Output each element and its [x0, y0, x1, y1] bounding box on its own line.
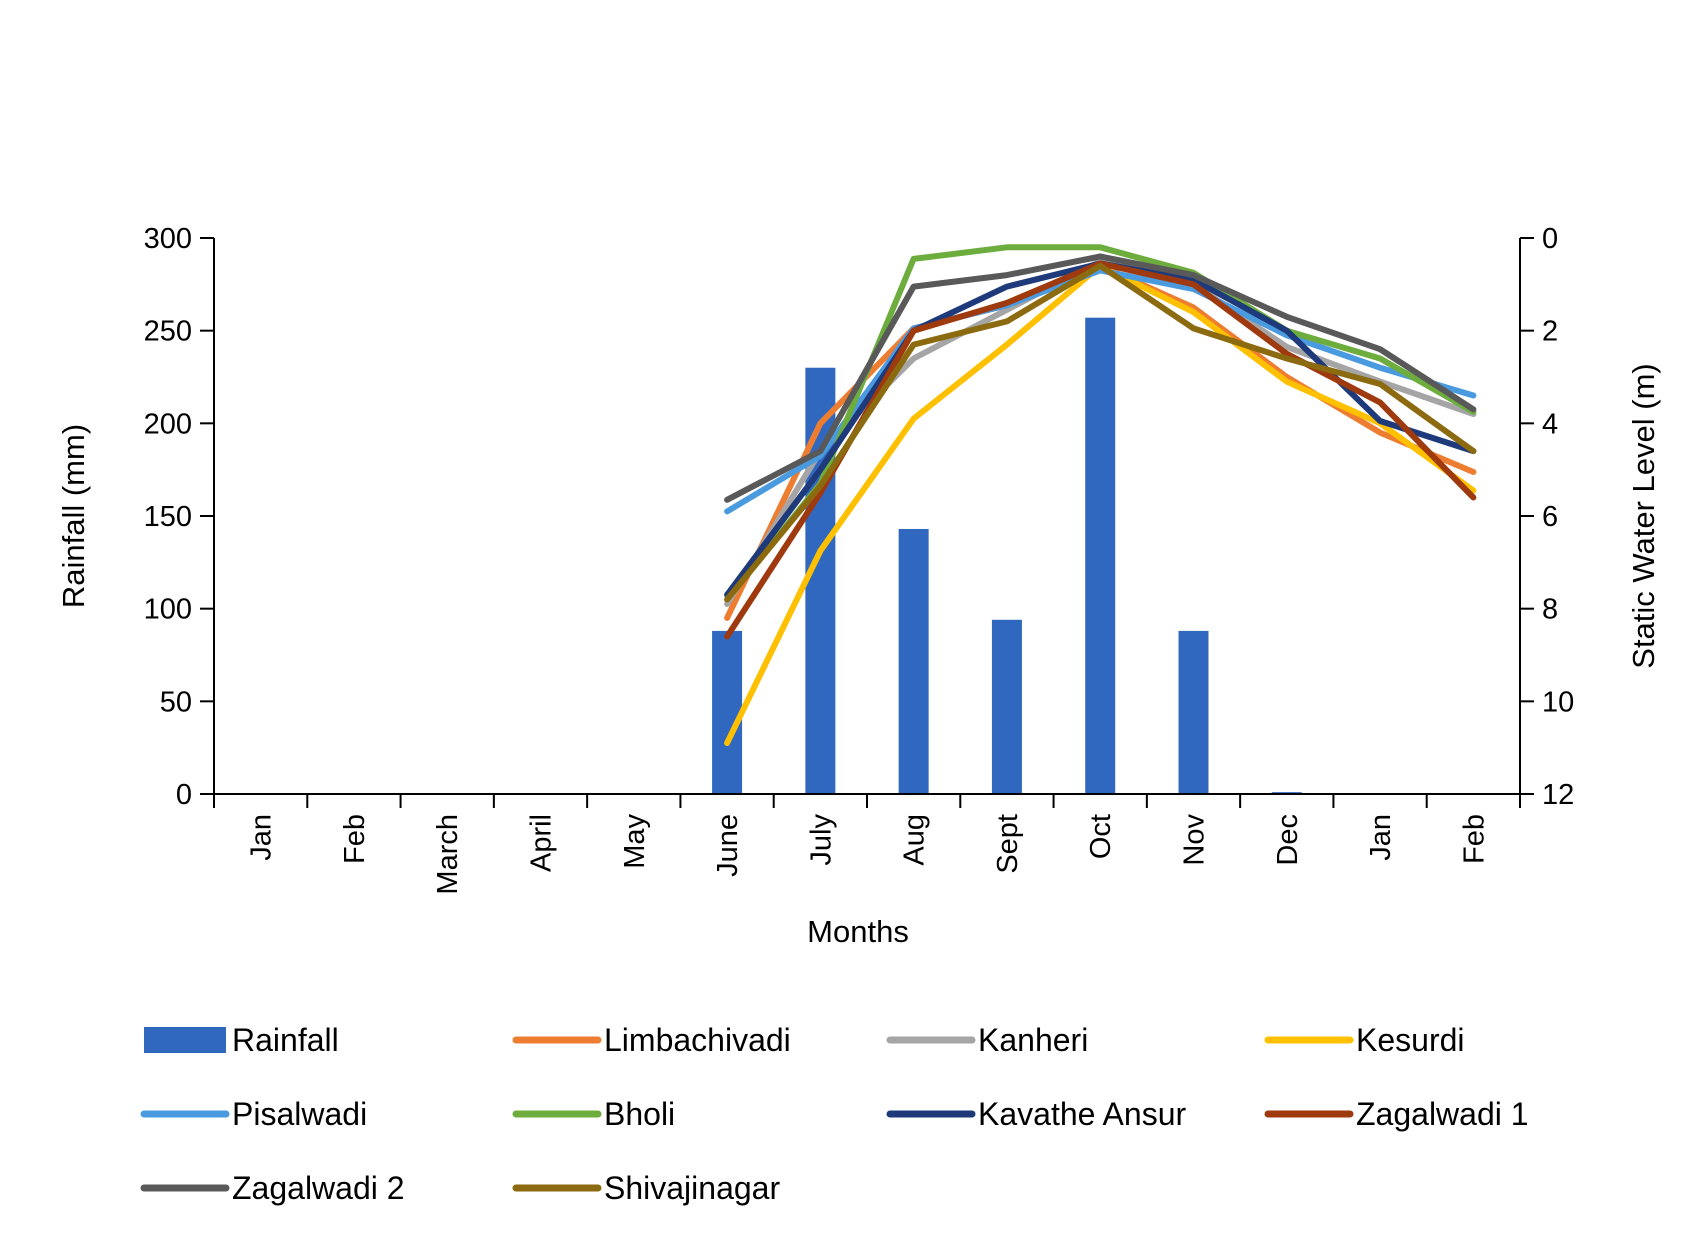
x-tick-label: Feb — [1458, 814, 1490, 864]
legend-swatch-bar — [144, 1027, 226, 1053]
x-tick-label: Aug — [899, 814, 931, 866]
rainfall-bar-aug-7 — [898, 528, 929, 794]
legend-label: Zagalwadi 2 — [232, 1170, 405, 1206]
right-axis-ticks: 0 2 4 6 8 10 12 — [1520, 223, 1574, 811]
legend-label: Zagalwadi 1 — [1356, 1096, 1529, 1132]
x-tick-label: June — [712, 814, 744, 877]
water-level-lines — [724, 244, 1477, 746]
left-tick-label: 50 — [160, 686, 192, 718]
legend-item-bholi: Bholi — [512, 1096, 675, 1132]
legend-item-rainfall: Rainfall — [144, 1022, 339, 1058]
legend-label: Bholi — [604, 1096, 675, 1132]
left-axis-ticks: 0 50 100 150 200 250 300 — [144, 223, 214, 811]
rainfall-bar-nov-10 — [1178, 630, 1209, 794]
legend-item-zagalwadi-2: Zagalwadi 2 — [140, 1170, 405, 1206]
right-tick-label: 10 — [1542, 686, 1574, 718]
rainfall-bar-sept-8 — [991, 619, 1022, 794]
x-tick-label: Dec — [1272, 814, 1304, 866]
right-tick-label: 6 — [1542, 501, 1558, 533]
legend-label: Kavathe Ansur — [978, 1096, 1186, 1132]
right-tick-label: 2 — [1542, 316, 1558, 348]
legend: Rainfall Limbachivadi Kanheri Kesurdi Pisalw… — [140, 1022, 1529, 1206]
left-tick-label: 100 — [144, 594, 192, 626]
x-tick-label: Jan — [1365, 814, 1397, 861]
legend-item-zagalwadi-1: Zagalwadi 1 — [1264, 1096, 1529, 1132]
left-tick-label: 0 — [176, 779, 192, 811]
x-axis-title: Months — [807, 914, 909, 949]
x-tick-label: Feb — [339, 814, 371, 864]
right-tick-label: 12 — [1542, 779, 1574, 811]
legend-item-pisalwadi: Pisalwadi — [140, 1096, 367, 1132]
left-tick-label: 300 — [144, 223, 192, 255]
right-tick-label: 0 — [1542, 223, 1558, 255]
right-tick-label: 8 — [1542, 594, 1558, 626]
legend-label: Shivajinagar — [604, 1170, 780, 1206]
y-axis-left-title: Rainfall (mm) — [56, 424, 91, 608]
right-tick-label: 4 — [1542, 408, 1558, 440]
line-zagalwadi-2 — [724, 253, 1477, 503]
left-tick-label: 200 — [144, 408, 192, 440]
legend-label: Kesurdi — [1356, 1022, 1465, 1058]
left-tick-label: 250 — [144, 316, 192, 348]
legend-item-kesurdi: Kesurdi — [1264, 1022, 1465, 1058]
x-tick-label: July — [805, 814, 837, 866]
line-bholi — [724, 244, 1477, 603]
line-shivajinagar — [724, 262, 1477, 603]
x-tick-label: Nov — [1179, 814, 1211, 866]
legend-label: Rainfall — [232, 1022, 339, 1058]
rainfall-bar-june-5 — [712, 630, 743, 794]
legend-label: Limbachivadi — [604, 1022, 791, 1058]
legend-item-kavathe-ansur: Kavathe Ansur — [886, 1096, 1186, 1132]
left-tick-label: 150 — [144, 501, 192, 533]
x-tick-label: March — [432, 814, 464, 895]
legend-item-limbachivadi: Limbachivadi — [512, 1022, 791, 1058]
legend-label: Kanheri — [978, 1022, 1088, 1058]
legend-item-shivajinagar: Shivajinagar — [512, 1170, 780, 1206]
x-tick-label: Oct — [1085, 814, 1117, 859]
legend-label: Pisalwadi — [232, 1096, 367, 1132]
x-tick-label: May — [619, 814, 651, 869]
legend-item-kanheri: Kanheri — [886, 1022, 1088, 1058]
x-tick-label: Jan — [246, 814, 278, 861]
x-tick-label: Sept — [992, 814, 1024, 874]
y-axis-right-title: Static Water Level (m) — [1626, 363, 1661, 668]
rainfall-bar-oct-9 — [1085, 317, 1116, 794]
x-tick-label: April — [526, 814, 558, 872]
x-axis-ticks: Jan Feb March April May June July Aug Sept Oct Nov… — [213, 794, 1521, 895]
